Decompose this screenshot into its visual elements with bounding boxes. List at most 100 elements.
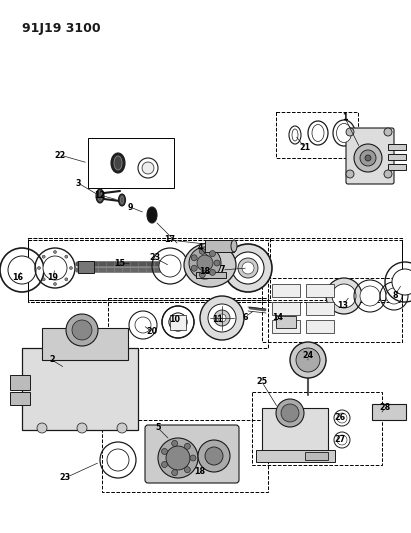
Bar [28,240,268,302]
Text: 2: 2 [49,356,55,365]
Circle shape [77,423,87,433]
Ellipse shape [98,191,102,201]
Bar [196,272,226,278]
Circle shape [242,262,254,274]
Text: 21: 21 [300,143,311,152]
Ellipse shape [96,189,104,203]
Circle shape [191,255,197,261]
Text: 17: 17 [164,236,175,245]
Ellipse shape [333,120,355,146]
Text: 23: 23 [60,473,71,482]
Text: 6: 6 [242,312,248,321]
Circle shape [159,255,181,277]
Circle shape [392,269,411,295]
Text: 22: 22 [54,150,66,159]
Text: 9: 9 [127,203,133,212]
Circle shape [205,447,223,465]
Text: 19: 19 [48,273,58,282]
Circle shape [276,399,304,427]
Circle shape [169,313,187,331]
Circle shape [281,404,299,422]
Text: 23: 23 [150,254,161,262]
Circle shape [185,443,190,449]
Text: 12: 12 [95,190,106,199]
Bar [388,154,406,160]
Circle shape [158,438,198,478]
Circle shape [296,348,320,372]
Text: 7: 7 [219,265,225,274]
Bar [28,238,270,300]
Bar [262,278,402,342]
Circle shape [8,256,36,284]
Circle shape [43,256,67,280]
Text: 27: 27 [335,435,346,445]
Ellipse shape [114,156,122,170]
Circle shape [360,150,376,166]
Bar [276,112,358,158]
Circle shape [162,448,168,455]
Bar [272,320,300,333]
Bar [305,452,328,460]
Text: 3: 3 [75,179,81,188]
Ellipse shape [312,125,324,141]
Ellipse shape [289,126,301,144]
Bar [22,348,138,430]
Text: 28: 28 [379,403,390,413]
Bar [78,261,94,273]
Circle shape [384,128,392,136]
Bar [10,375,30,390]
Text: 18: 18 [194,467,206,477]
Circle shape [189,247,221,279]
Circle shape [354,144,382,172]
Text: 20: 20 [146,327,157,336]
Bar [28,240,402,302]
Ellipse shape [292,129,298,141]
Circle shape [199,248,206,254]
Circle shape [224,244,272,292]
Circle shape [166,446,190,470]
Bar [388,144,406,150]
Bar [205,240,234,252]
FancyBboxPatch shape [145,425,239,483]
Bar [10,392,30,405]
Bar [388,164,406,170]
Bar [272,302,300,315]
Ellipse shape [120,196,123,204]
Circle shape [66,314,98,346]
Circle shape [172,470,178,475]
Circle shape [107,449,129,471]
Circle shape [169,313,187,331]
Bar [276,316,296,328]
Bar [306,320,334,333]
Text: 13: 13 [337,301,349,310]
Circle shape [37,266,41,270]
Circle shape [65,255,68,258]
Circle shape [346,170,354,178]
Bar [306,302,334,315]
Bar [170,315,186,330]
Circle shape [326,278,362,314]
Circle shape [346,128,354,136]
Text: 5: 5 [155,424,161,432]
Circle shape [197,255,213,271]
Text: 16: 16 [12,273,23,282]
Bar [28,238,402,300]
Circle shape [210,251,215,256]
Bar [372,404,406,420]
Ellipse shape [184,243,236,287]
Circle shape [185,467,190,473]
Text: 25: 25 [256,377,268,386]
Bar [108,298,268,348]
Text: 8: 8 [392,290,398,300]
Text: 4: 4 [197,244,203,253]
Circle shape [42,278,45,281]
Ellipse shape [231,240,237,252]
Text: 14: 14 [272,313,284,322]
Circle shape [386,288,402,304]
Ellipse shape [111,153,125,173]
Circle shape [337,413,347,423]
Circle shape [142,162,154,174]
Circle shape [208,304,236,332]
Circle shape [162,462,168,467]
Text: 15: 15 [115,259,125,268]
